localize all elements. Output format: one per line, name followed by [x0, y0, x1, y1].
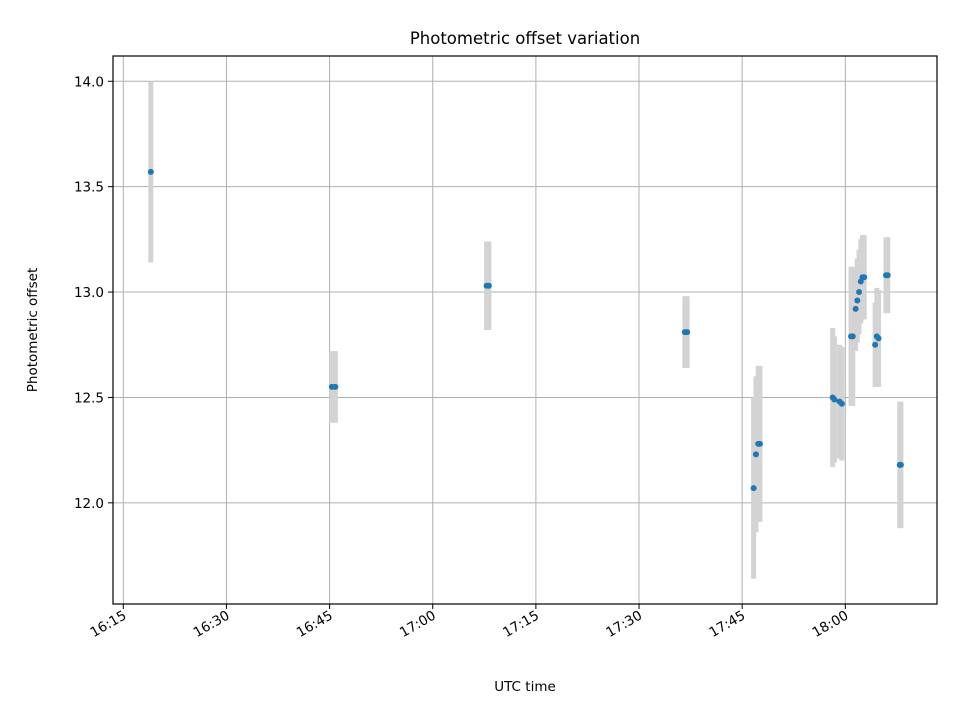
data-point	[897, 461, 904, 468]
y-tick-label: 12.0	[74, 496, 104, 512]
data-point	[884, 272, 891, 279]
data-point	[332, 383, 339, 390]
y-axis-label: Photometric offset	[25, 268, 41, 392]
chart-title: Photometric offset variation	[410, 29, 640, 48]
data-point	[875, 335, 882, 342]
x-axis-label: UTC time	[494, 679, 556, 695]
data-point	[856, 289, 863, 296]
data-point	[838, 400, 845, 407]
data-point	[872, 341, 879, 348]
y-tick-label: 12.5	[74, 390, 104, 406]
data-point	[750, 485, 757, 492]
y-tick-label: 14.0	[74, 74, 104, 90]
data-point	[684, 329, 691, 336]
y-tick-layer: 12.0 12.5 13.0 13.5 14.0	[74, 74, 113, 512]
data-point	[861, 274, 868, 281]
y-tick-label: 13.5	[74, 180, 104, 196]
data-point	[756, 440, 763, 447]
plot-frame	[112, 55, 938, 605]
data-point	[854, 297, 861, 304]
data-point	[831, 396, 838, 403]
data-point	[147, 168, 154, 175]
data-point	[852, 305, 859, 312]
point-layer	[147, 168, 904, 492]
data-point	[752, 451, 759, 458]
data-point	[485, 282, 492, 289]
y-tick-label: 13.0	[74, 285, 104, 301]
data-point	[849, 333, 856, 340]
grid-layer	[113, 56, 937, 604]
